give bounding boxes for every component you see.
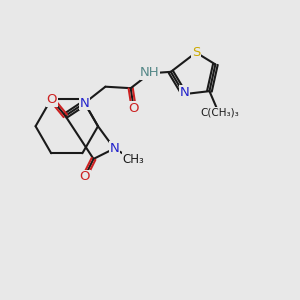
Text: O: O	[128, 102, 139, 115]
Text: N: N	[179, 86, 189, 99]
Text: N: N	[80, 97, 89, 110]
Text: S: S	[192, 46, 200, 59]
Text: C(CH₃)₃: C(CH₃)₃	[200, 108, 239, 118]
Text: N: N	[110, 142, 119, 155]
Text: NH: NH	[140, 66, 160, 79]
Text: O: O	[47, 93, 57, 106]
Text: O: O	[80, 170, 90, 183]
Text: CH₃: CH₃	[123, 153, 145, 166]
